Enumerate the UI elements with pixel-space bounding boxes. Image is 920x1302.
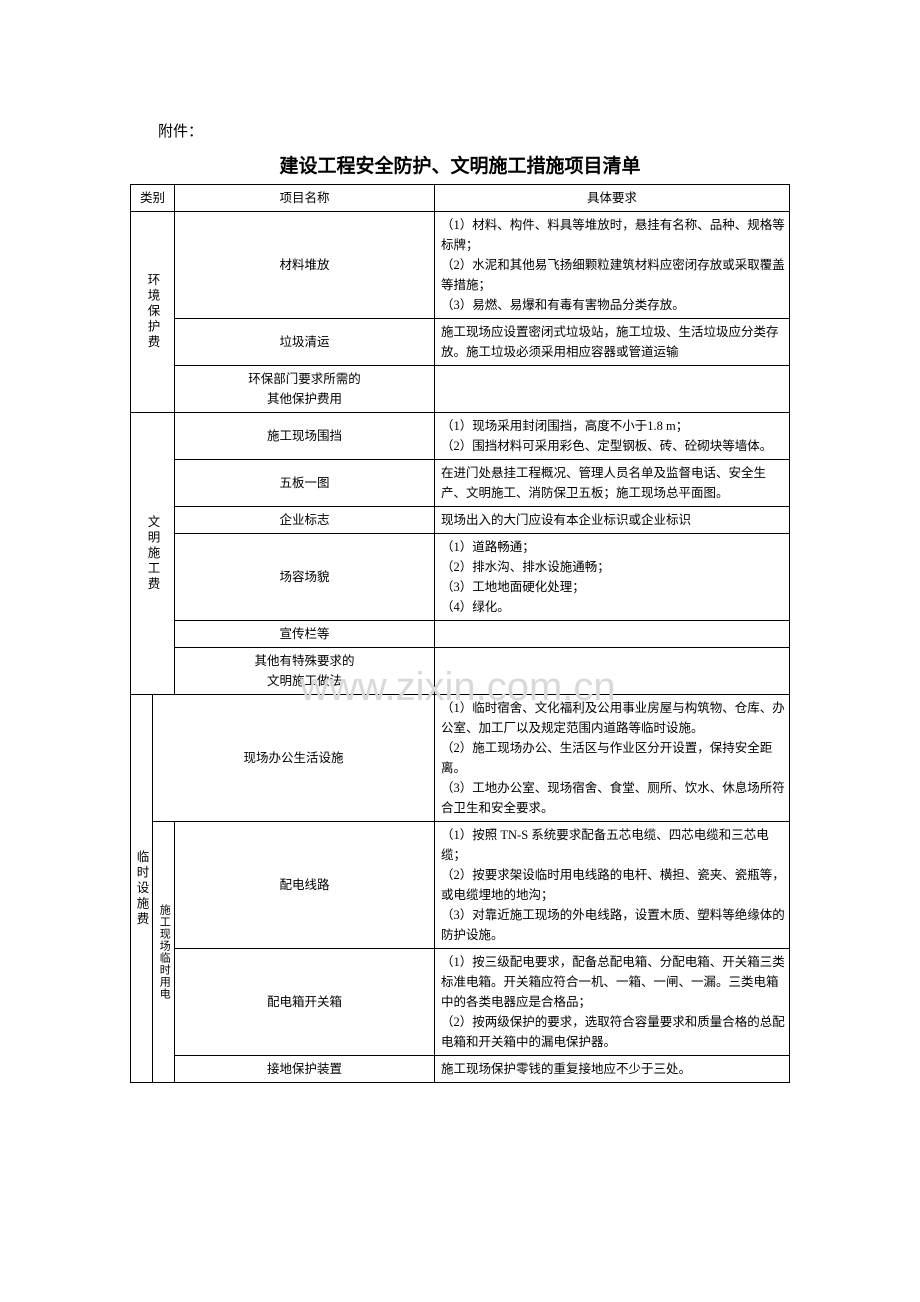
table-row: 场容场貌 （1）道路畅通；（2）排水沟、排水设施通畅；（3）工地地面硬化处理；（… [131, 534, 790, 621]
item-name: 五板一图 [175, 460, 435, 507]
table-row: 环境保护费 材料堆放 （1）材料、构件、料具等堆放时，悬挂有名称、品种、规格等标… [131, 212, 790, 319]
item-name: 现场办公生活设施 [153, 695, 435, 822]
table-row: 临时设施费 现场办公生活设施 （1）临时宿舍、文化福利及公用事业房屋与构筑物、仓… [131, 695, 790, 822]
table-row: 企业标志 现场出入的大门应设有本企业标识或企业标识 [131, 507, 790, 534]
attachment-label: 附件： [130, 120, 790, 141]
category-env: 环境保护费 [131, 212, 175, 413]
table-row: 五板一图 在进门处悬挂工程概况、管理人员名单及监督电话、安全生产、文明施工、消防… [131, 460, 790, 507]
page-title: 建设工程安全防护、文明施工措施项目清单 [130, 151, 790, 178]
item-req: （1）现场采用封闭围挡，高度不小于1.8 m；（2）围挡材料可采用彩色、定型钢板… [435, 413, 790, 460]
item-req [435, 366, 790, 413]
item-req: （1）材料、构件、料具等堆放时，悬挂有名称、品种、规格等标牌；（2）水泥和其他易… [435, 212, 790, 319]
item-req [435, 621, 790, 648]
table-header-row: 类别 项目名称 具体要求 [131, 185, 790, 212]
item-req: 施工现场保护零钱的重复接地应不少于三处。 [435, 1056, 790, 1083]
item-req: 施工现场应设置密闭式垃圾站，施工垃圾、生活垃圾应分类存放。施工垃圾必须采用相应容… [435, 319, 790, 366]
item-name: 垃圾清运 [175, 319, 435, 366]
item-name: 接地保护装置 [175, 1056, 435, 1083]
table-row: 文明施工费 施工现场围挡 （1）现场采用封闭围挡，高度不小于1.8 m；（2）围… [131, 413, 790, 460]
item-name: 场容场貌 [175, 534, 435, 621]
item-name: 配电箱开关箱 [175, 949, 435, 1056]
table-row: 其他有特殊要求的文明施工做法 [131, 648, 790, 695]
table-row: 宣传栏等 [131, 621, 790, 648]
table-row: 配电箱开关箱 （1）按三级配电要求，配备总配电箱、分配电箱、开关箱三类标准电箱。… [131, 949, 790, 1056]
item-req: （1）按三级配电要求，配备总配电箱、分配电箱、开关箱三类标准电箱。开关箱应符合一… [435, 949, 790, 1056]
item-name: 配电线路 [175, 822, 435, 949]
item-req [435, 648, 790, 695]
items-table: 类别 项目名称 具体要求 环境保护费 材料堆放 （1）材料、构件、料具等堆放时，… [130, 184, 790, 1083]
header-name: 项目名称 [175, 185, 435, 212]
item-req: （1）按照 TN-S 系统要求配备五芯电缆、四芯电缆和三芯电缆；（2）按要求架设… [435, 822, 790, 949]
item-name: 材料堆放 [175, 212, 435, 319]
item-req: （1）道路畅通；（2）排水沟、排水设施通畅；（3）工地地面硬化处理；（4）绿化。 [435, 534, 790, 621]
item-req: 现场出入的大门应设有本企业标识或企业标识 [435, 507, 790, 534]
table-row: 环保部门要求所需的其他保护费用 [131, 366, 790, 413]
item-name: 其他有特殊要求的文明施工做法 [175, 648, 435, 695]
table-row: 接地保护装置 施工现场保护零钱的重复接地应不少于三处。 [131, 1056, 790, 1083]
table-row: 垃圾清运 施工现场应设置密闭式垃圾站，施工垃圾、生活垃圾应分类存放。施工垃圾必须… [131, 319, 790, 366]
category-civil: 文明施工费 [131, 413, 175, 695]
item-name: 施工现场围挡 [175, 413, 435, 460]
item-name: 环保部门要求所需的其他保护费用 [175, 366, 435, 413]
header-category: 类别 [131, 185, 175, 212]
header-requirement: 具体要求 [435, 185, 790, 212]
subcategory-elec: 施工现场临时用电 [153, 822, 175, 1083]
table-row: 施工现场临时用电 配电线路 （1）按照 TN-S 系统要求配备五芯电缆、四芯电缆… [131, 822, 790, 949]
item-req: 在进门处悬挂工程概况、管理人员名单及监督电话、安全生产、文明施工、消防保卫五板；… [435, 460, 790, 507]
item-req: （1）临时宿舍、文化福利及公用事业房屋与构筑物、仓库、办公室、加工厂以及规定范围… [435, 695, 790, 822]
item-name: 企业标志 [175, 507, 435, 534]
item-name: 宣传栏等 [175, 621, 435, 648]
category-temp: 临时设施费 [131, 695, 153, 1083]
